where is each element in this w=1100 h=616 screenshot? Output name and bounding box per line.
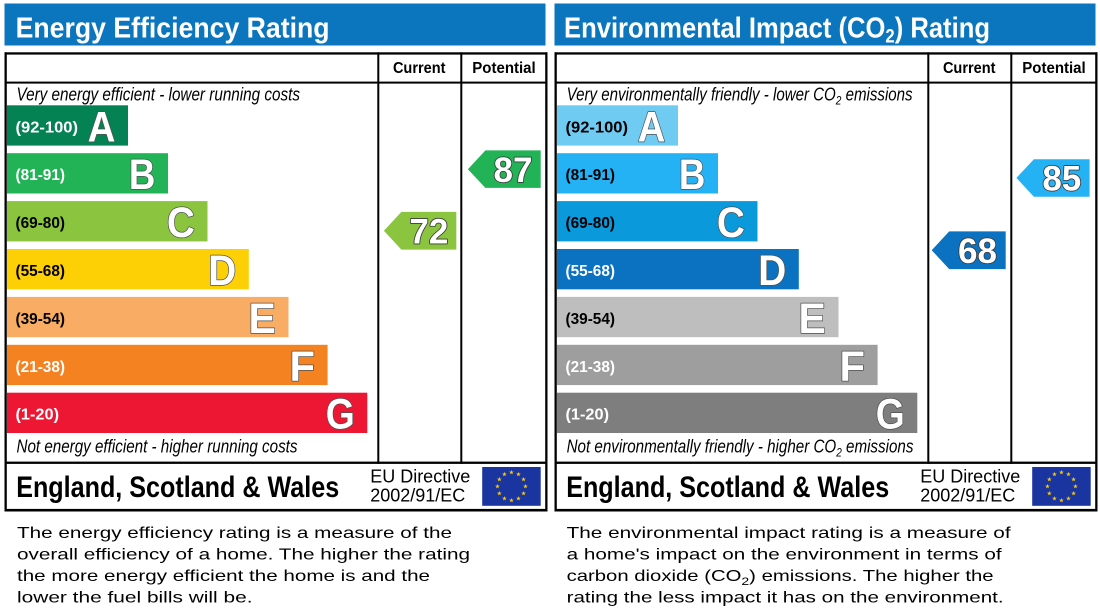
svg-text:2002/91/EC: 2002/91/EC	[370, 485, 465, 505]
svg-text:emissions: emissions	[841, 85, 912, 105]
svg-text:(55-68): (55-68)	[16, 263, 66, 280]
svg-text:Potential: Potential	[472, 60, 535, 77]
svg-text:87: 87	[494, 151, 533, 190]
svg-text:overall efficiency of a home.: overall efficiency of a home. The higher…	[17, 546, 470, 563]
svg-text:(69-80): (69-80)	[566, 215, 616, 232]
svg-text:a home's impact on the environ: a home's impact on the environment in te…	[567, 546, 1003, 563]
svg-text:(92-100): (92-100)	[566, 119, 629, 136]
svg-text:Potential: Potential	[1022, 60, 1085, 77]
svg-text:F: F	[290, 343, 316, 391]
svg-text:G: G	[876, 391, 905, 439]
svg-text:F: F	[840, 343, 866, 391]
svg-text:emissions: emissions	[842, 437, 914, 457]
svg-text:2: 2	[835, 94, 842, 108]
svg-text:Current: Current	[393, 60, 446, 77]
svg-text:Very energy efficient - lower: Very energy efficient - lower running co…	[17, 85, 301, 105]
svg-text:carbon dioxide (CO: carbon dioxide (CO	[567, 568, 742, 585]
svg-text:(55-68): (55-68)	[566, 263, 616, 280]
svg-text:(92-100): (92-100)	[16, 119, 79, 136]
svg-text:rating the less impact it has: rating the less impact it has on the env…	[567, 589, 1004, 606]
svg-text:72: 72	[409, 212, 448, 251]
svg-text:E: E	[249, 295, 276, 343]
svg-text:(21-38): (21-38)	[16, 359, 66, 376]
svg-text:EU Directive: EU Directive	[370, 466, 470, 486]
svg-text:) emissions. The higher the: ) emissions. The higher the	[749, 568, 994, 585]
svg-text:(69-80): (69-80)	[16, 215, 66, 232]
svg-text:B: B	[679, 151, 706, 199]
svg-text:the more energy efficient the: the more energy efficient the home is an…	[17, 568, 430, 585]
svg-text:lower the fuel bills will be.: lower the fuel bills will be.	[17, 589, 253, 606]
svg-text:EU Directive: EU Directive	[920, 466, 1020, 486]
svg-text:(1-20): (1-20)	[566, 407, 610, 424]
svg-text:B: B	[129, 151, 156, 199]
svg-text:Environmental Impact (CO: Environmental Impact (CO	[564, 12, 885, 44]
svg-text:2002/91/EC: 2002/91/EC	[920, 485, 1015, 505]
svg-text:(21-38): (21-38)	[566, 359, 616, 376]
svg-text:A: A	[88, 103, 116, 151]
svg-text:(39-54): (39-54)	[16, 311, 66, 328]
svg-text:68: 68	[958, 232, 997, 271]
svg-text:85: 85	[1042, 160, 1081, 199]
svg-text:The environmental impact ratin: The environmental impact rating is a mea…	[567, 525, 1012, 542]
svg-text:Current: Current	[943, 60, 996, 77]
svg-text:A: A	[638, 103, 666, 151]
svg-text:The energy efficiency rating i: The energy efficiency rating is a measur…	[17, 525, 452, 542]
svg-text:(39-54): (39-54)	[566, 311, 616, 328]
svg-text:C: C	[717, 199, 745, 247]
svg-text:England, Scotland & Wales: England, Scotland & Wales	[566, 471, 889, 504]
svg-text:(81-91): (81-91)	[566, 167, 616, 184]
svg-text:E: E	[799, 295, 826, 343]
svg-text:2: 2	[835, 446, 842, 460]
svg-text:D: D	[758, 247, 786, 295]
svg-text:G: G	[326, 391, 355, 439]
svg-text:Not environmentally friendly -: Not environmentally friendly - higher CO	[567, 437, 837, 457]
svg-text:England, Scotland & Wales: England, Scotland & Wales	[16, 471, 339, 504]
svg-text:Energy Efficiency Rating: Energy Efficiency Rating	[16, 12, 330, 44]
svg-text:2: 2	[885, 26, 894, 47]
svg-text:) Rating: ) Rating	[895, 12, 990, 44]
svg-text:Not energy efficient - higher: Not energy efficient - higher running co…	[17, 437, 298, 457]
svg-text:C: C	[167, 199, 195, 247]
svg-text:D: D	[208, 247, 236, 295]
svg-text:(81-91): (81-91)	[16, 167, 66, 184]
svg-text:(1-20): (1-20)	[16, 407, 60, 424]
svg-text:Very environmentally friendly: Very environmentally friendly - lower CO	[567, 85, 836, 105]
svg-text:2: 2	[741, 576, 749, 588]
